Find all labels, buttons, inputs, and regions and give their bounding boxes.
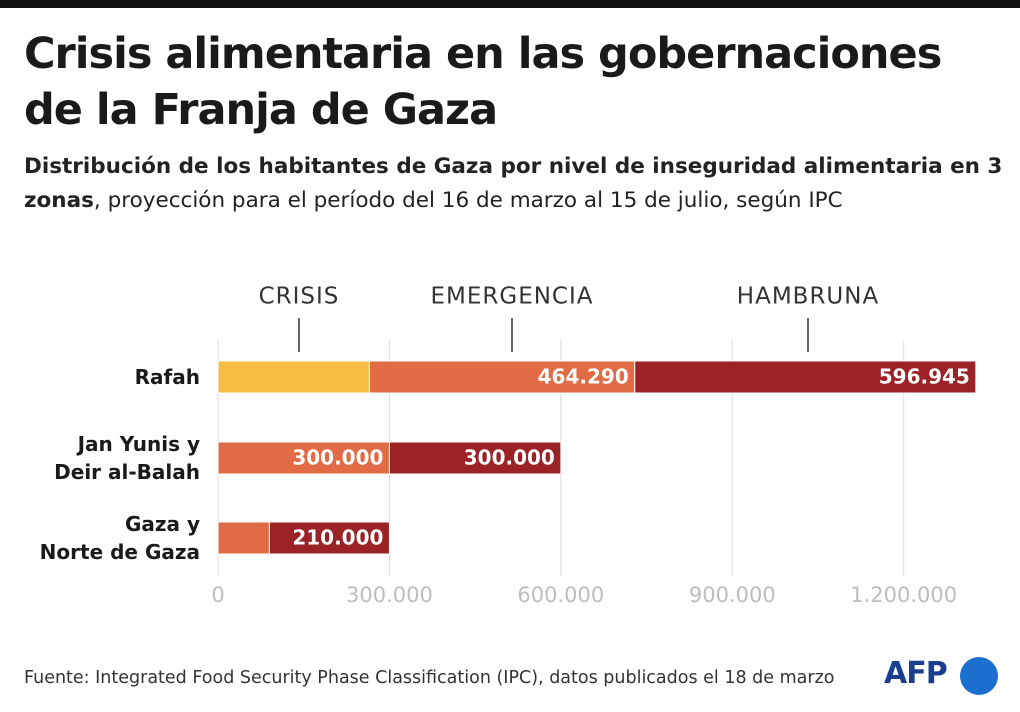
top-bar bbox=[0, 0, 1020, 8]
value-label: 210.000 bbox=[292, 526, 383, 550]
legend-label: CRISIS bbox=[259, 284, 340, 310]
value-label: 464.290 bbox=[538, 365, 629, 389]
x-tick-label: 900.000 bbox=[689, 583, 776, 607]
legend-label: EMERGENCIA bbox=[430, 284, 593, 310]
bar-segment bbox=[217, 360, 370, 394]
value-label: 300.000 bbox=[464, 446, 555, 470]
bar-segment bbox=[268, 521, 390, 555]
category-label: Jan Yunis y Deir al-Balah bbox=[54, 432, 200, 484]
bar-segment bbox=[368, 360, 636, 394]
bar-segment bbox=[217, 521, 270, 555]
value-label: 596.945 bbox=[879, 365, 970, 389]
x-tick-label: 600.000 bbox=[517, 583, 604, 607]
x-tick-label: 0 bbox=[211, 583, 224, 607]
x-tick-label: 300.000 bbox=[346, 583, 433, 607]
x-tick-label: 1.200.000 bbox=[850, 583, 957, 607]
category-label: Gaza y Norte de Gaza bbox=[39, 512, 200, 564]
bar-segment bbox=[388, 441, 562, 475]
legend-label: HAMBRUNA bbox=[737, 284, 879, 310]
logo-dot bbox=[960, 657, 998, 695]
category-label: Rafah bbox=[134, 365, 200, 389]
logo: AFP bbox=[884, 656, 948, 691]
subtitle: Distribución de los habitantes de Gaza p… bbox=[24, 150, 1004, 218]
source: Fuente: Integrated Food Security Phase C… bbox=[24, 668, 835, 688]
subtitle-rest: , proyección para el período del 16 de m… bbox=[93, 188, 843, 213]
bar-segment bbox=[217, 441, 390, 475]
chart-title: Crisis alimentaria en las gobernaciones … bbox=[24, 29, 942, 135]
value-label: 300.000 bbox=[292, 446, 383, 470]
bar-segment bbox=[634, 360, 977, 394]
subtitle-bold: Distribución de los habitantes de Gaza p… bbox=[24, 154, 1003, 213]
